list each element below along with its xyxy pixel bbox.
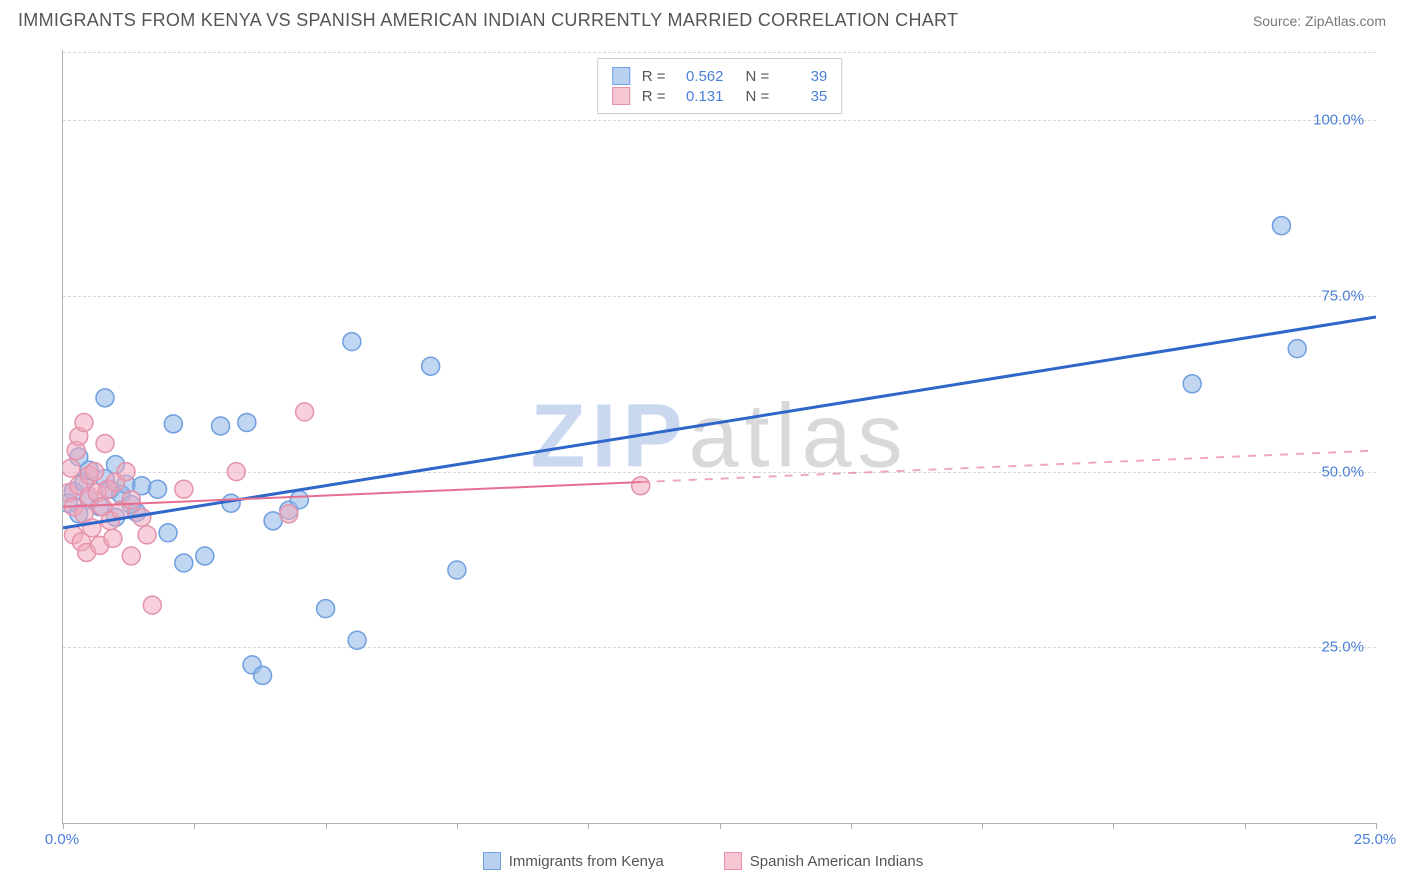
legend-item: Spanish American Indians [724,852,923,870]
n-value: 39 [781,68,827,85]
trend-line [63,482,641,507]
r-label: R = [642,68,666,85]
legend-row: R = 0.131 N = 35 [612,87,828,105]
x-tick [1113,823,1114,829]
r-label: R = [642,88,666,105]
plot-area: ZIPatlas R =0.562N =39R =0.131N =35 25.0… [62,50,1376,824]
x-tick [326,823,327,829]
x-tick-label: 0.0% [45,831,79,848]
r-value: 0.562 [678,68,724,85]
trend-line-dashed [641,451,1376,482]
x-tick [851,823,852,829]
legend-swatch [724,852,742,870]
trend-lines [63,50,1376,823]
chart-container: Currently Married ZIPatlas R =0.562N =39… [18,42,1388,872]
n-value: 35 [781,88,827,105]
legend-label: Immigrants from Kenya [509,853,664,870]
legend-swatch [612,87,630,105]
correlation-legend: R = 0.562 N = 39 R = 0.131 N = 35 [597,58,843,114]
x-tick [1376,823,1377,829]
n-label: N = [746,68,770,85]
x-tick [194,823,195,829]
x-tick [588,823,589,829]
series-legend: Immigrants from Kenya Spanish American In… [18,852,1388,870]
trend-line [63,317,1376,528]
x-tick [1245,823,1246,829]
x-tick [63,823,64,829]
legend-row: R = 0.562 N = 39 [612,67,828,85]
n-label: N = [746,88,770,105]
r-value: 0.131 [678,88,724,105]
legend-item: Immigrants from Kenya [483,852,664,870]
x-tick [982,823,983,829]
source-label: Source: ZipAtlas.com [1253,13,1386,29]
legend-label: Spanish American Indians [750,853,923,870]
x-tick [457,823,458,829]
x-tick [720,823,721,829]
legend-swatch [612,67,630,85]
legend-swatch [483,852,501,870]
x-tick-label: 25.0% [1354,831,1397,848]
chart-title: IMMIGRANTS FROM KENYA VS SPANISH AMERICA… [18,10,958,31]
